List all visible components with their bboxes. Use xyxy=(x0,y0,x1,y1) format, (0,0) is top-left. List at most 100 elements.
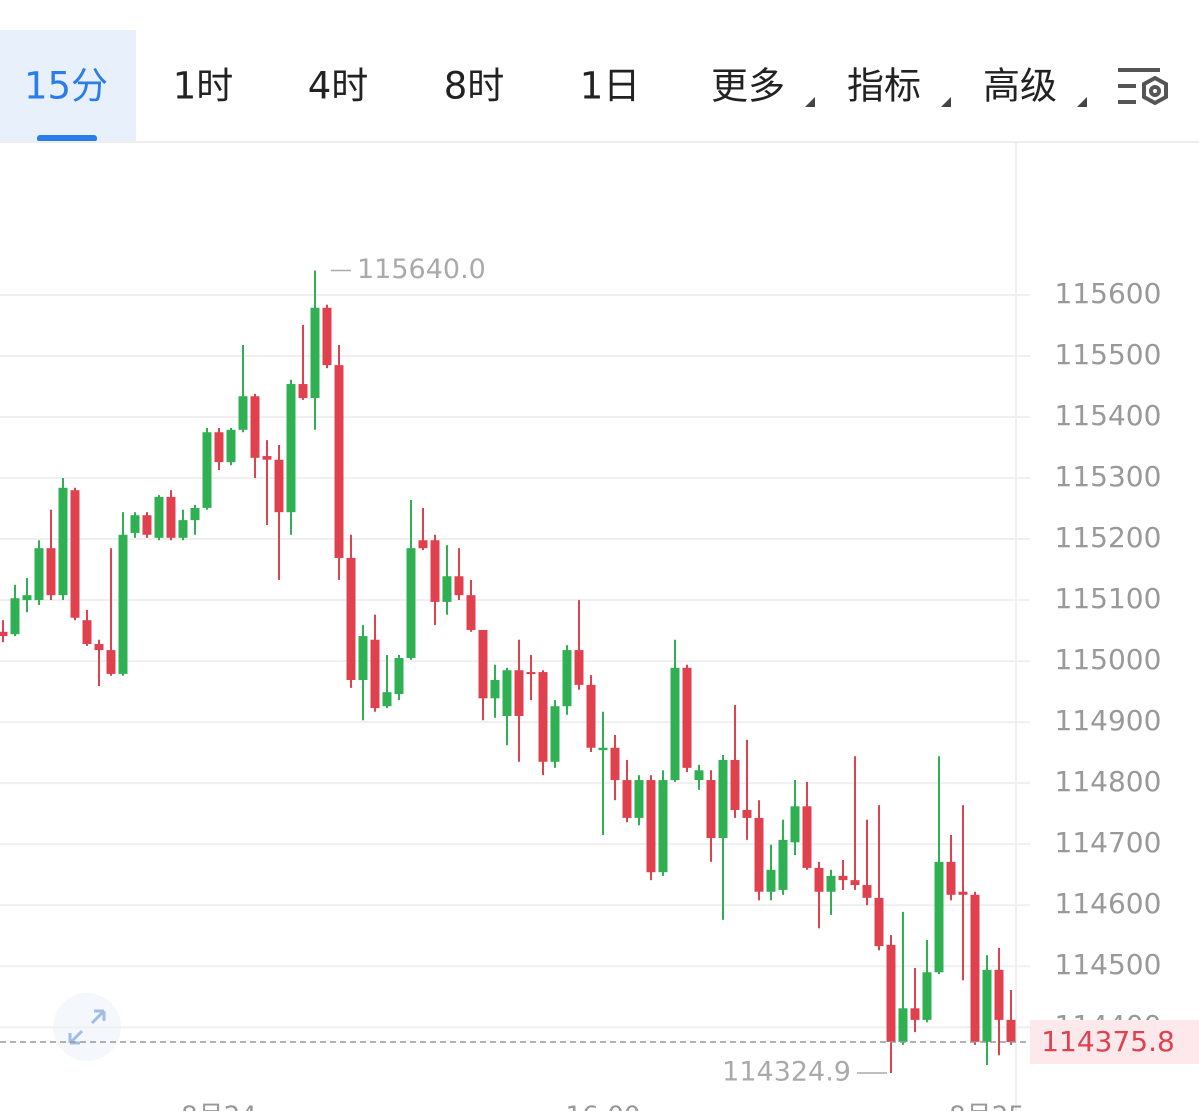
candle-body xyxy=(646,780,656,873)
settings-icon[interactable] xyxy=(1118,68,1168,106)
y-tick-label: 115300 xyxy=(1055,460,1162,493)
candle-body xyxy=(226,429,236,463)
candle-body xyxy=(946,861,956,895)
candle-body xyxy=(778,839,788,890)
candle-body xyxy=(418,540,428,549)
candle-body xyxy=(286,384,296,513)
active-tab-bg xyxy=(0,30,136,142)
candle-body xyxy=(202,432,212,508)
candle-body xyxy=(910,1008,920,1020)
candle-body xyxy=(334,365,344,558)
candle-body xyxy=(634,780,644,818)
candle-body xyxy=(850,880,860,886)
candle-body xyxy=(670,667,680,781)
tab[interactable]: 8时 xyxy=(444,65,505,108)
candle-body xyxy=(1006,1019,1016,1042)
candle-body xyxy=(754,817,764,892)
candle-body xyxy=(478,629,488,699)
candle-body xyxy=(310,307,320,399)
candle-body xyxy=(562,650,572,707)
active-tab-indicator xyxy=(37,135,97,142)
low-label: 114324.9 xyxy=(722,1057,851,1088)
candle-body xyxy=(466,595,476,630)
dropdown-caret xyxy=(805,97,815,107)
y-tick-label: 114600 xyxy=(1055,887,1162,920)
candle-body xyxy=(658,780,668,873)
candle-body xyxy=(142,515,152,535)
dropdown-caret xyxy=(941,97,951,107)
candle-body xyxy=(622,780,632,818)
candle-body xyxy=(190,507,200,521)
candle-body xyxy=(766,869,776,892)
candle-body xyxy=(358,636,368,680)
candle-body xyxy=(526,672,536,675)
tab[interactable]: 1日 xyxy=(580,65,641,108)
candle-body xyxy=(970,894,980,1042)
candle-body xyxy=(586,684,596,748)
y-tick-label: 114900 xyxy=(1055,704,1162,737)
candle-body xyxy=(514,670,524,716)
candle-body xyxy=(238,396,248,430)
candle-body xyxy=(394,658,404,695)
tab[interactable]: 1时 xyxy=(173,65,234,108)
tab[interactable]: 15分 xyxy=(24,65,108,108)
tab[interactable]: 4时 xyxy=(308,65,369,108)
candle-body xyxy=(994,969,1004,1020)
candle-body xyxy=(958,891,968,895)
y-tick-label: 115100 xyxy=(1055,582,1162,615)
y-tick-label: 114500 xyxy=(1055,948,1162,981)
candle-body xyxy=(262,456,272,460)
candle-body xyxy=(598,747,608,751)
candle-body xyxy=(838,875,848,881)
candle-body xyxy=(58,487,68,596)
candle-body xyxy=(22,595,32,601)
candle-body xyxy=(886,944,896,1042)
candle-body xyxy=(862,885,872,898)
candle-body xyxy=(46,548,56,596)
candle-body xyxy=(118,534,128,674)
candle-body xyxy=(82,620,92,644)
y-tick-label: 115200 xyxy=(1055,521,1162,554)
candle-body xyxy=(490,679,500,699)
candle-body xyxy=(790,806,800,843)
candle-body xyxy=(898,1008,908,1042)
candle-body xyxy=(430,540,440,602)
tab[interactable]: 指标 xyxy=(847,65,921,108)
candle-body xyxy=(106,650,116,674)
candle-body xyxy=(574,650,584,685)
candle-body xyxy=(274,459,284,513)
y-tick-label: 115400 xyxy=(1055,399,1162,432)
y-tick-label: 114800 xyxy=(1055,765,1162,798)
x-tick-label: 8月25 xyxy=(949,1102,1025,1111)
candle-body xyxy=(934,861,944,973)
candle-body xyxy=(166,496,176,538)
candle-body xyxy=(610,747,620,781)
candle-body xyxy=(718,759,728,839)
y-tick-label: 115600 xyxy=(1055,277,1162,310)
y-tick-label: 115000 xyxy=(1055,643,1162,676)
candle-body xyxy=(442,576,452,602)
candle-body xyxy=(742,809,752,818)
candle-body xyxy=(322,307,332,366)
candle-body xyxy=(250,396,260,458)
candle-body xyxy=(0,631,8,637)
candle-body xyxy=(382,692,392,707)
x-tick-label: 16:00 xyxy=(566,1102,641,1111)
candle-body xyxy=(454,576,464,596)
candle-body xyxy=(982,969,992,1042)
candle-body xyxy=(130,515,140,533)
y-tick-label: 114700 xyxy=(1055,826,1162,859)
candle-body xyxy=(370,639,380,709)
candle-body xyxy=(826,875,836,892)
candle-body xyxy=(406,548,416,659)
candle-body xyxy=(706,780,716,839)
high-label: 115640.0 xyxy=(357,254,486,285)
candle-body xyxy=(874,897,884,947)
tab[interactable]: 更多 xyxy=(711,65,785,108)
tab[interactable]: 高级 xyxy=(983,65,1057,108)
y-tick-label: 115500 xyxy=(1055,338,1162,371)
candle-body xyxy=(682,667,692,768)
candle-body xyxy=(922,972,932,1020)
